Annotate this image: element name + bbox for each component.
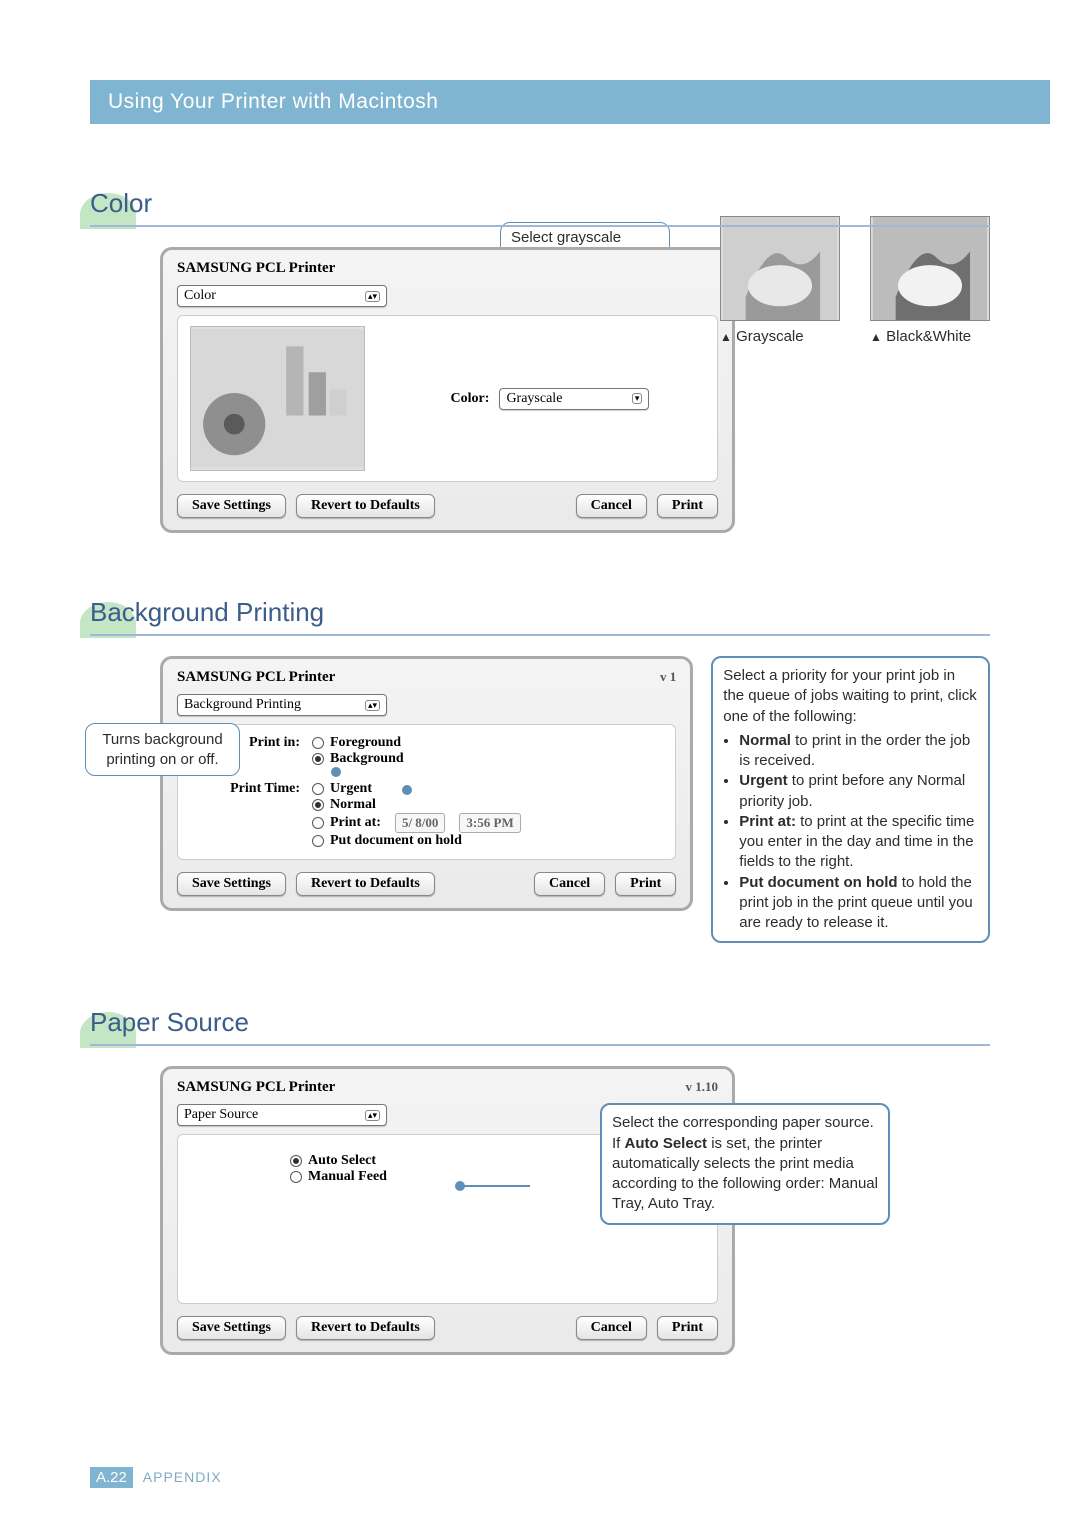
print-at-date[interactable]: 5/ 8/00 <box>395 813 445 833</box>
section-background-printing: Background Printing SAMSUNG PCL Printer … <box>90 593 990 943</box>
print-button[interactable]: Print <box>657 1316 718 1340</box>
thumb-bw <box>870 216 990 321</box>
color-dropdown[interactable]: Grayscale ▾ <box>499 388 649 410</box>
print-time-label: Print Time: <box>190 781 300 797</box>
chevron-icon: ▴▾ <box>365 291 380 302</box>
chevron-icon: ▴▾ <box>365 1110 380 1121</box>
caret-icon: ▲ <box>720 330 732 344</box>
version-label: v 1 <box>660 669 676 685</box>
panel-dropdown[interactable]: Background Printing ▴▾ <box>177 694 387 716</box>
radio-normal[interactable]: Normal <box>312 797 663 813</box>
connector-line <box>460 1185 530 1187</box>
save-settings-button[interactable]: Save Settings <box>177 872 286 896</box>
radio-auto-select[interactable]: Auto Select <box>290 1153 460 1169</box>
radio-icon <box>312 799 324 811</box>
radio-manual-feed[interactable]: Manual Feed <box>290 1169 460 1185</box>
thumb-caption: Black&White <box>886 328 971 345</box>
radio-background[interactable]: Background <box>312 751 663 767</box>
radio-hold[interactable]: Put document on hold <box>312 833 663 849</box>
callout-bg-toggle: Turns background printing on or off. <box>85 723 240 776</box>
radio-icon <box>312 835 324 847</box>
radio-label: Normal <box>330 797 376 813</box>
radio-label: Background <box>330 751 404 767</box>
thumb-grayscale <box>720 216 840 321</box>
section-title-paper: Paper Source <box>90 1003 990 1046</box>
print-button[interactable]: Print <box>615 872 676 896</box>
bg-dialog: SAMSUNG PCL Printer v 1 Background Print… <box>160 656 693 911</box>
section-title-color: Color <box>90 184 990 227</box>
thumbnail-row: ▲ Grayscale ▲ Black&White <box>720 216 990 321</box>
radio-icon <box>312 753 324 765</box>
radio-foreground[interactable]: Foreground <box>312 735 663 751</box>
dropdown-value: Color <box>184 288 216 304</box>
chevron-icon: ▴▾ <box>365 700 380 711</box>
thumb-caption: Grayscale <box>736 328 804 345</box>
radio-icon <box>312 817 324 829</box>
save-settings-button[interactable]: Save Settings <box>177 1316 286 1340</box>
print-button[interactable]: Print <box>657 494 718 518</box>
cancel-button[interactable]: Cancel <box>534 872 605 896</box>
print-at-time[interactable]: 3:56 PM <box>459 813 520 833</box>
color-dropdown-value: Grayscale <box>506 391 562 407</box>
dropdown-value: Paper Source <box>184 1107 258 1123</box>
callout-item: Urgent to print before any Normal priori… <box>739 771 978 812</box>
radio-icon <box>290 1155 302 1167</box>
connector-dot <box>331 767 341 777</box>
radio-label: Urgent <box>330 781 372 797</box>
callout-priority: Select a priority for your print job in … <box>711 656 990 943</box>
radio-label: Manual Feed <box>308 1169 387 1185</box>
page-footer: A.22 APPENDIX <box>90 1469 222 1486</box>
radio-print-at[interactable]: Print at: 5/ 8/00 3:56 PM <box>312 813 663 833</box>
save-settings-button[interactable]: Save Settings <box>177 494 286 518</box>
radio-label: Foreground <box>330 735 401 751</box>
callout-paper-source: Select the corresponding paper source. I… <box>600 1103 890 1224</box>
radio-icon <box>312 783 324 795</box>
dialog-title: SAMSUNG PCL Printer v 1.10 <box>177 1079 718 1096</box>
caret-icon: ▲ <box>870 330 882 344</box>
radio-icon <box>312 737 324 749</box>
footer-label: APPENDIX <box>143 1469 222 1485</box>
preview-image <box>190 326 365 471</box>
revert-defaults-button[interactable]: Revert to Defaults <box>296 1316 435 1340</box>
color-dialog: SAMSUNG PCL Printer Color ▴▾ Color: Gray… <box>160 247 735 533</box>
connector-dot <box>402 785 412 795</box>
callout-intro: Select a priority for your print job in … <box>723 666 978 727</box>
section-paper-source: Paper Source SAMSUNG PCL Printer v 1.10 … <box>90 1003 990 1355</box>
radio-urgent[interactable]: Urgent <box>312 781 663 797</box>
cancel-button[interactable]: Cancel <box>576 494 647 518</box>
panel-dropdown[interactable]: Paper Source ▴▾ <box>177 1104 387 1126</box>
chevron-icon: ▾ <box>632 393 643 404</box>
dropdown-value: Background Printing <box>184 697 301 713</box>
dialog-title: SAMSUNG PCL Printer <box>177 260 718 277</box>
callout-item: Normal to print in the order the job is … <box>739 731 978 772</box>
radio-icon <box>290 1171 302 1183</box>
radio-label: Put document on hold <box>330 833 462 849</box>
cancel-button[interactable]: Cancel <box>576 1316 647 1340</box>
revert-defaults-button[interactable]: Revert to Defaults <box>296 494 435 518</box>
revert-defaults-button[interactable]: Revert to Defaults <box>296 872 435 896</box>
dialog-title: SAMSUNG PCL Printer v 1 <box>177 669 676 686</box>
radio-label: Print at: <box>330 815 381 831</box>
version-label: v 1.10 <box>686 1079 719 1095</box>
page-header: Using Your Printer with Macintosh <box>90 80 1050 124</box>
callout-item: Print at: to print at the specific time … <box>739 812 978 873</box>
panel-dropdown[interactable]: Color ▴▾ <box>177 285 387 307</box>
radio-label: Auto Select <box>308 1153 376 1169</box>
section-title-bg: Background Printing <box>90 593 990 636</box>
color-label: Color: <box>451 391 490 407</box>
callout-item: Put document on hold to hold the print j… <box>739 873 978 934</box>
